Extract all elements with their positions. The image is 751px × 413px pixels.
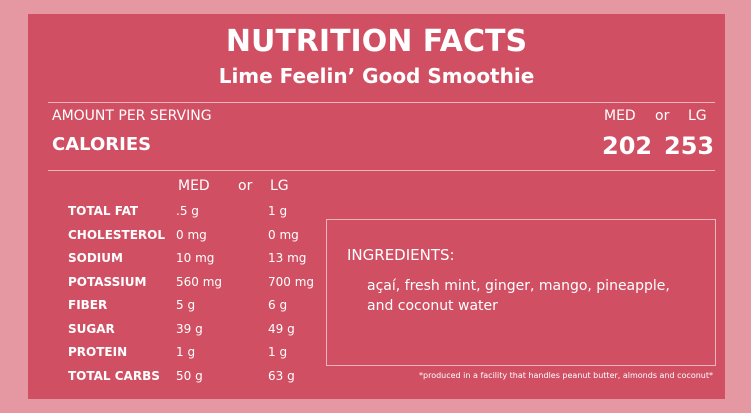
calories-lg: 253	[664, 132, 715, 160]
or-label: or	[655, 108, 670, 124]
nutrient-value: .5 g	[176, 204, 199, 218]
ingredients-box: INGREDIENTS: açaí, fresh mint, ginger, m…	[326, 219, 716, 366]
nutrient-value: 6 g	[268, 298, 288, 312]
calories-label: CALORIES	[52, 134, 152, 155]
divider	[48, 170, 715, 171]
nutrient-value: 50 g	[176, 368, 203, 383]
column-header: MED	[178, 178, 210, 194]
nutrient-value: 700 mg	[268, 274, 315, 289]
nutrient-value: 560 mg	[176, 274, 223, 289]
med-label: MED	[604, 108, 636, 124]
nutrient-name: CHOLESTEROL	[68, 227, 166, 242]
nutrient-value: 5 g	[176, 298, 196, 312]
serving-label: AMOUNT PER SERVING	[52, 108, 212, 124]
title: NUTRITION FACTS	[225, 24, 528, 59]
ingredients-title: INGREDIENTS:	[347, 246, 455, 264]
nutrient-value: 49 g	[268, 321, 295, 336]
label-card: NUTRITION FACTS Lime Feelin’ Good Smooth…	[28, 14, 725, 399]
lg-label: LG	[688, 108, 707, 124]
nutrient-value: 0 mg	[176, 227, 207, 242]
nutrient-value: 13 mg	[268, 251, 307, 265]
column-header: or	[238, 178, 253, 194]
nutrient-name: FIBER	[68, 298, 108, 312]
nutrient-name: TOTAL CARBS	[68, 368, 160, 383]
nutrient-name: SODIUM	[68, 251, 123, 265]
nutrient-name: POTASSIUM	[68, 274, 147, 289]
nutrient-value: 1 g	[268, 204, 288, 218]
nutrient-value: 1 g	[176, 345, 196, 359]
subtitle: Lime Feelin’ Good Smoothie	[218, 64, 535, 88]
calories-med: 202	[602, 132, 653, 160]
nutrient-name: TOTAL FAT	[68, 204, 139, 218]
ingredients-text: açaí, fresh mint, ginger, mango, pineapp…	[367, 278, 670, 314]
nutrient-value: 63 g	[268, 368, 295, 383]
nutrient-name: PROTEIN	[68, 345, 128, 359]
nutrient-value: 39 g	[176, 321, 203, 336]
footnote: *produced in a facility that handles pea…	[419, 371, 713, 380]
nutrient-name: SUGAR	[68, 321, 115, 336]
divider	[48, 102, 715, 103]
column-header: LG	[270, 178, 289, 194]
nutrient-value: 10 mg	[176, 251, 215, 265]
nutrient-value: 0 mg	[268, 227, 299, 242]
nutrient-value: 1 g	[268, 345, 288, 359]
